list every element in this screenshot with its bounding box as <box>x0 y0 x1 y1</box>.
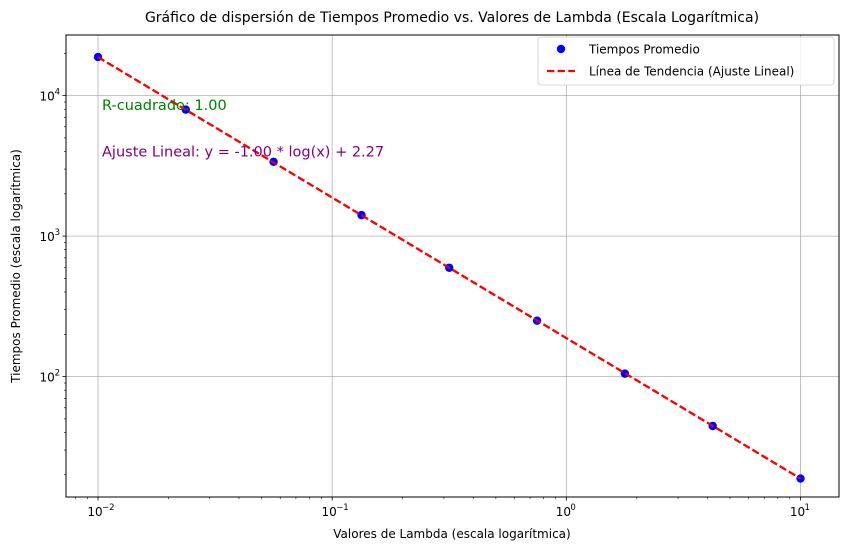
trend-line-overlay <box>97 56 802 480</box>
chart-title: Gráfico de dispersión de Tiempos Promedi… <box>145 10 759 26</box>
series-layer <box>93 52 805 483</box>
y-tick-base: 10 <box>40 371 55 385</box>
annotations: R-cuadrado: 1.00 Ajuste Lineal: y = -1.00… <box>102 98 384 161</box>
x-tick-base: 10 <box>322 505 337 519</box>
legend-box <box>537 36 835 86</box>
y-tick-base: 10 <box>40 90 55 104</box>
y-tick-exponent: 2 <box>55 369 60 379</box>
x-tick-label: 10 −1 <box>322 503 349 519</box>
legend: Tiempos Promedio Línea de Tendencia (Ajus… <box>537 36 835 86</box>
x-tick-base: 10 <box>790 505 805 519</box>
annotation-fit: Ajuste Lineal: y = -1.00 * log(x) + 2.27 <box>102 145 384 161</box>
x-tick-label: 10 −2 <box>87 503 114 519</box>
x-tick-exponent: 1 <box>805 503 810 513</box>
x-axis-label: Valores de Lambda (escala logarítmica) <box>333 527 570 541</box>
x-tick-exponent: 0 <box>570 503 575 513</box>
y-tick-base: 10 <box>40 230 55 244</box>
x-tick-label: 10 0 <box>556 503 576 519</box>
legend-label: Línea de Tendencia (Ajuste Lineal) <box>589 65 794 79</box>
legend-marker-scatter <box>556 44 566 54</box>
y-tick-exponent: 3 <box>55 228 60 238</box>
y-axis-label: Tiempos Promedio (escala logarítmica) <box>9 149 23 384</box>
x-tick-base: 10 <box>556 505 571 519</box>
x-tick-base: 10 <box>87 505 102 519</box>
y-tick-label: 410 <box>40 88 60 104</box>
plot-frame <box>65 34 840 498</box>
y-tick-label: 310 <box>40 228 60 244</box>
y-tick-exponent: 4 <box>55 88 60 98</box>
grid <box>66 35 839 497</box>
x-tick-label: 10 1 <box>790 503 810 519</box>
legend-label: Tiempos Promedio <box>588 43 700 57</box>
annotation-r2: R-cuadrado: 1.00 <box>102 98 227 114</box>
x-tick-exponent: −2 <box>102 503 115 513</box>
y-tick-label: 210 <box>40 369 60 385</box>
x-tick-exponent: −1 <box>336 503 349 513</box>
